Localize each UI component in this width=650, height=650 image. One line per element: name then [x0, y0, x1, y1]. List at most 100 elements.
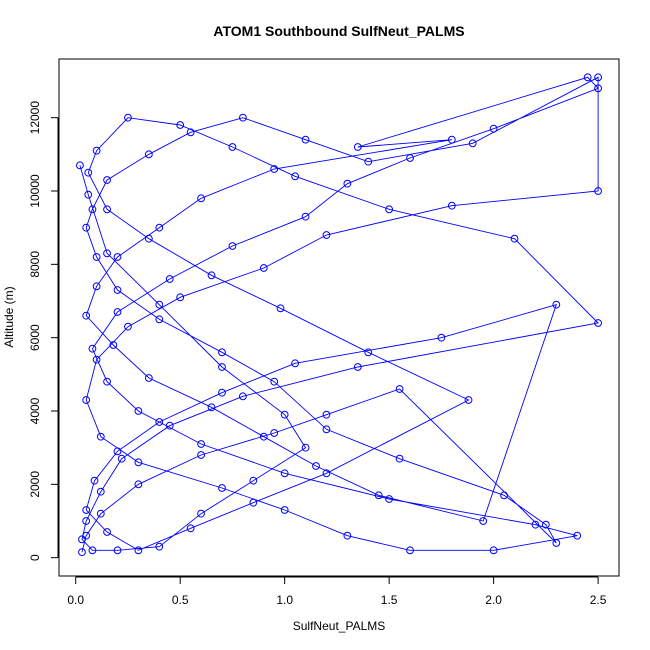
data-point [353, 363, 362, 371]
y-tick-label: 12000 [28, 101, 42, 135]
data-point [207, 403, 216, 412]
y-tick-label: 4000 [28, 397, 42, 424]
data-point [583, 73, 592, 82]
data-point [117, 454, 126, 463]
data-point [301, 443, 310, 452]
data-point [218, 363, 226, 371]
data-point [406, 154, 414, 162]
chart-title: ATOM1 Southbound SulfNeut_PALMS [213, 23, 464, 39]
data-point [406, 546, 414, 555]
data-point [96, 509, 105, 518]
data-point [82, 223, 91, 232]
data-point [594, 187, 603, 195]
data-point [291, 359, 300, 368]
y-tick-label: 6000 [28, 324, 42, 351]
data-point [75, 161, 84, 170]
data-point [113, 546, 122, 555]
data-point [218, 348, 226, 357]
data-point [364, 348, 373, 357]
x-tick-label: 2.0 [485, 593, 502, 607]
data-point [437, 333, 446, 342]
data-point [489, 124, 498, 133]
data-point [395, 454, 404, 463]
data-point [103, 249, 111, 258]
data-point [155, 223, 164, 232]
y-tick-label: 2000 [28, 471, 42, 498]
data-point [374, 491, 383, 500]
data-point [301, 212, 310, 221]
data-point [84, 190, 93, 199]
y-tick-label: 0 [28, 554, 42, 561]
data-point [489, 546, 498, 555]
data-point [510, 234, 519, 243]
data-point [113, 253, 122, 261]
plot-area [75, 73, 603, 557]
data-point [113, 286, 122, 294]
series-line [79, 76, 600, 553]
data-point [573, 531, 582, 540]
data-point [322, 410, 331, 419]
data-point [197, 194, 205, 203]
y-axis: 0 2000 4000 6000 8000 10000 12000 [28, 101, 59, 561]
data-point [552, 539, 561, 547]
data-point [218, 388, 226, 397]
data-point [134, 546, 143, 555]
data-point [124, 113, 132, 122]
data-point [113, 447, 122, 456]
data-point [92, 146, 101, 155]
data-point [165, 275, 174, 283]
data-point [144, 234, 153, 243]
x-axis-label: SulfNeut_PALMS [293, 619, 386, 633]
data-point [270, 429, 279, 437]
data-point [276, 304, 285, 313]
data-point [447, 201, 456, 210]
x-tick-label: 1.5 [381, 593, 398, 607]
data-point [343, 531, 352, 540]
data-point [207, 271, 216, 280]
data-point [228, 143, 237, 151]
plot-frame [58, 58, 620, 577]
data-point [134, 407, 143, 415]
data-point [113, 308, 122, 316]
data-point [552, 300, 561, 309]
data-point [92, 253, 101, 261]
x-tick-label: 1.0 [276, 593, 293, 607]
data-point [82, 311, 91, 320]
data-point [197, 440, 205, 448]
data-point [103, 528, 111, 536]
data-point [82, 506, 91, 514]
data-point [447, 135, 456, 144]
data-point [353, 143, 362, 151]
data-point [464, 396, 473, 404]
data-point [88, 546, 97, 555]
data-point [280, 469, 289, 478]
data-point [322, 231, 331, 239]
data-point [385, 495, 394, 503]
data-point [103, 377, 111, 386]
data-point [531, 520, 540, 529]
data-point [541, 520, 550, 529]
data-point [312, 462, 320, 470]
data-point [301, 135, 310, 144]
data-point [96, 432, 105, 441]
data-point [92, 355, 101, 364]
data-point [144, 374, 153, 382]
data-point [291, 172, 300, 181]
data-point [186, 524, 195, 533]
data-point [103, 205, 111, 214]
data-point [249, 498, 258, 507]
x-axis: 0.0 0.5 1.0 1.5 2.0 2.5 [67, 576, 607, 607]
x-tick-label: 0.0 [67, 593, 84, 607]
data-point [82, 396, 91, 404]
data-point [197, 451, 205, 459]
data-point [155, 315, 164, 324]
data-point [176, 121, 185, 129]
data-point [238, 392, 247, 401]
data-point [270, 377, 279, 386]
data-point [92, 282, 101, 291]
data-point [259, 264, 268, 272]
data-point [594, 84, 603, 93]
data-point [270, 165, 279, 173]
